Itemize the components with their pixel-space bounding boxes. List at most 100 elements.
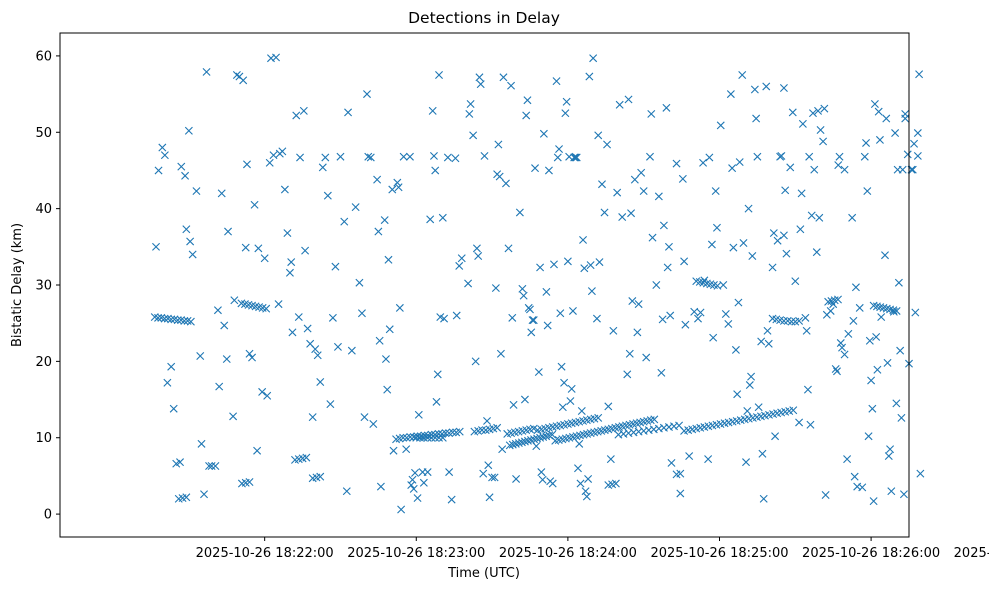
- data-point: [762, 82, 771, 91]
- data-point: [464, 279, 473, 288]
- data-point: [552, 77, 561, 86]
- data-point: [432, 397, 441, 406]
- data-point: [549, 260, 558, 269]
- data-point: [333, 342, 342, 351]
- data-point: [213, 306, 222, 315]
- data-point: [663, 263, 672, 272]
- data-point: [426, 215, 435, 224]
- data-point: [472, 244, 481, 253]
- data-point: [258, 387, 267, 396]
- data-point: [676, 489, 685, 498]
- data-point: [435, 433, 444, 442]
- data-point: [287, 258, 296, 267]
- data-point: [801, 313, 810, 322]
- data-point: [664, 242, 673, 251]
- data-point: [452, 311, 461, 320]
- data-point: [508, 440, 517, 449]
- data-point: [269, 151, 278, 160]
- data-point: [414, 410, 423, 419]
- data-point: [423, 433, 432, 442]
- data-point: [342, 487, 351, 496]
- data-point: [548, 430, 557, 439]
- data-point: [527, 328, 536, 337]
- data-point: [393, 178, 402, 187]
- data-point: [455, 427, 464, 436]
- data-point: [896, 346, 905, 355]
- data-point: [838, 343, 847, 352]
- data-point: [855, 303, 864, 312]
- data-point: [729, 243, 738, 252]
- data-point: [200, 490, 209, 499]
- data-point: [913, 129, 922, 138]
- data-point: [220, 321, 229, 330]
- data-point: [911, 308, 920, 317]
- data-point: [662, 103, 671, 112]
- data-point: [471, 357, 480, 366]
- data-point: [572, 153, 581, 162]
- data-point: [498, 445, 507, 454]
- data-point: [230, 296, 239, 305]
- data-point: [648, 233, 657, 242]
- data-point: [457, 254, 466, 263]
- data-point: [536, 263, 545, 272]
- data-point: [167, 362, 176, 371]
- data-point: [699, 158, 708, 167]
- data-point: [881, 251, 889, 260]
- data-point: [411, 468, 420, 477]
- data-point: [538, 475, 547, 484]
- data-point: [383, 385, 392, 394]
- data-point: [532, 442, 541, 451]
- data-point: [215, 382, 224, 391]
- data-point: [752, 114, 761, 123]
- data-point: [624, 95, 633, 104]
- data-point: [657, 368, 666, 377]
- data-point: [898, 165, 907, 174]
- data-point: [563, 257, 572, 266]
- data-point: [388, 185, 397, 194]
- data-point: [582, 492, 591, 501]
- data-point: [308, 413, 317, 422]
- data-point: [844, 329, 853, 338]
- x-tick-label: 2025-10-26 18:22:00: [196, 546, 334, 561]
- data-point: [897, 413, 906, 422]
- data-point: [562, 97, 571, 106]
- data-point: [475, 73, 484, 82]
- data-point: [797, 189, 806, 198]
- data-point: [274, 300, 283, 309]
- data-point: [347, 346, 356, 355]
- data-point: [180, 316, 189, 325]
- data-point: [819, 137, 828, 146]
- data-point: [606, 455, 615, 464]
- data-point: [438, 433, 447, 442]
- data-point: [628, 297, 637, 306]
- data-point: [754, 403, 763, 412]
- data-point: [188, 250, 197, 259]
- data-point: [851, 283, 860, 292]
- data-point: [380, 216, 389, 225]
- data-point: [806, 420, 815, 429]
- data-point: [613, 188, 622, 197]
- data-point: [366, 153, 375, 162]
- data-point: [224, 227, 233, 236]
- data-point: [576, 479, 585, 488]
- data-point: [427, 433, 436, 442]
- data-point: [916, 469, 925, 478]
- data-point: [423, 468, 432, 477]
- data-point: [726, 90, 735, 99]
- x-axis-label: Time (UTC): [447, 566, 520, 581]
- data-point: [666, 311, 675, 320]
- data-point: [184, 126, 193, 135]
- data-point: [870, 100, 879, 109]
- data-point: [355, 278, 364, 287]
- data-point: [768, 263, 777, 272]
- data-point: [908, 165, 917, 174]
- data-point: [363, 90, 371, 99]
- data-point: [594, 131, 603, 140]
- data-point: [323, 191, 332, 200]
- data-point: [625, 349, 634, 358]
- data-point: [915, 70, 924, 79]
- data-point: [862, 138, 871, 147]
- data-point: [791, 277, 800, 286]
- data-point: [428, 106, 437, 115]
